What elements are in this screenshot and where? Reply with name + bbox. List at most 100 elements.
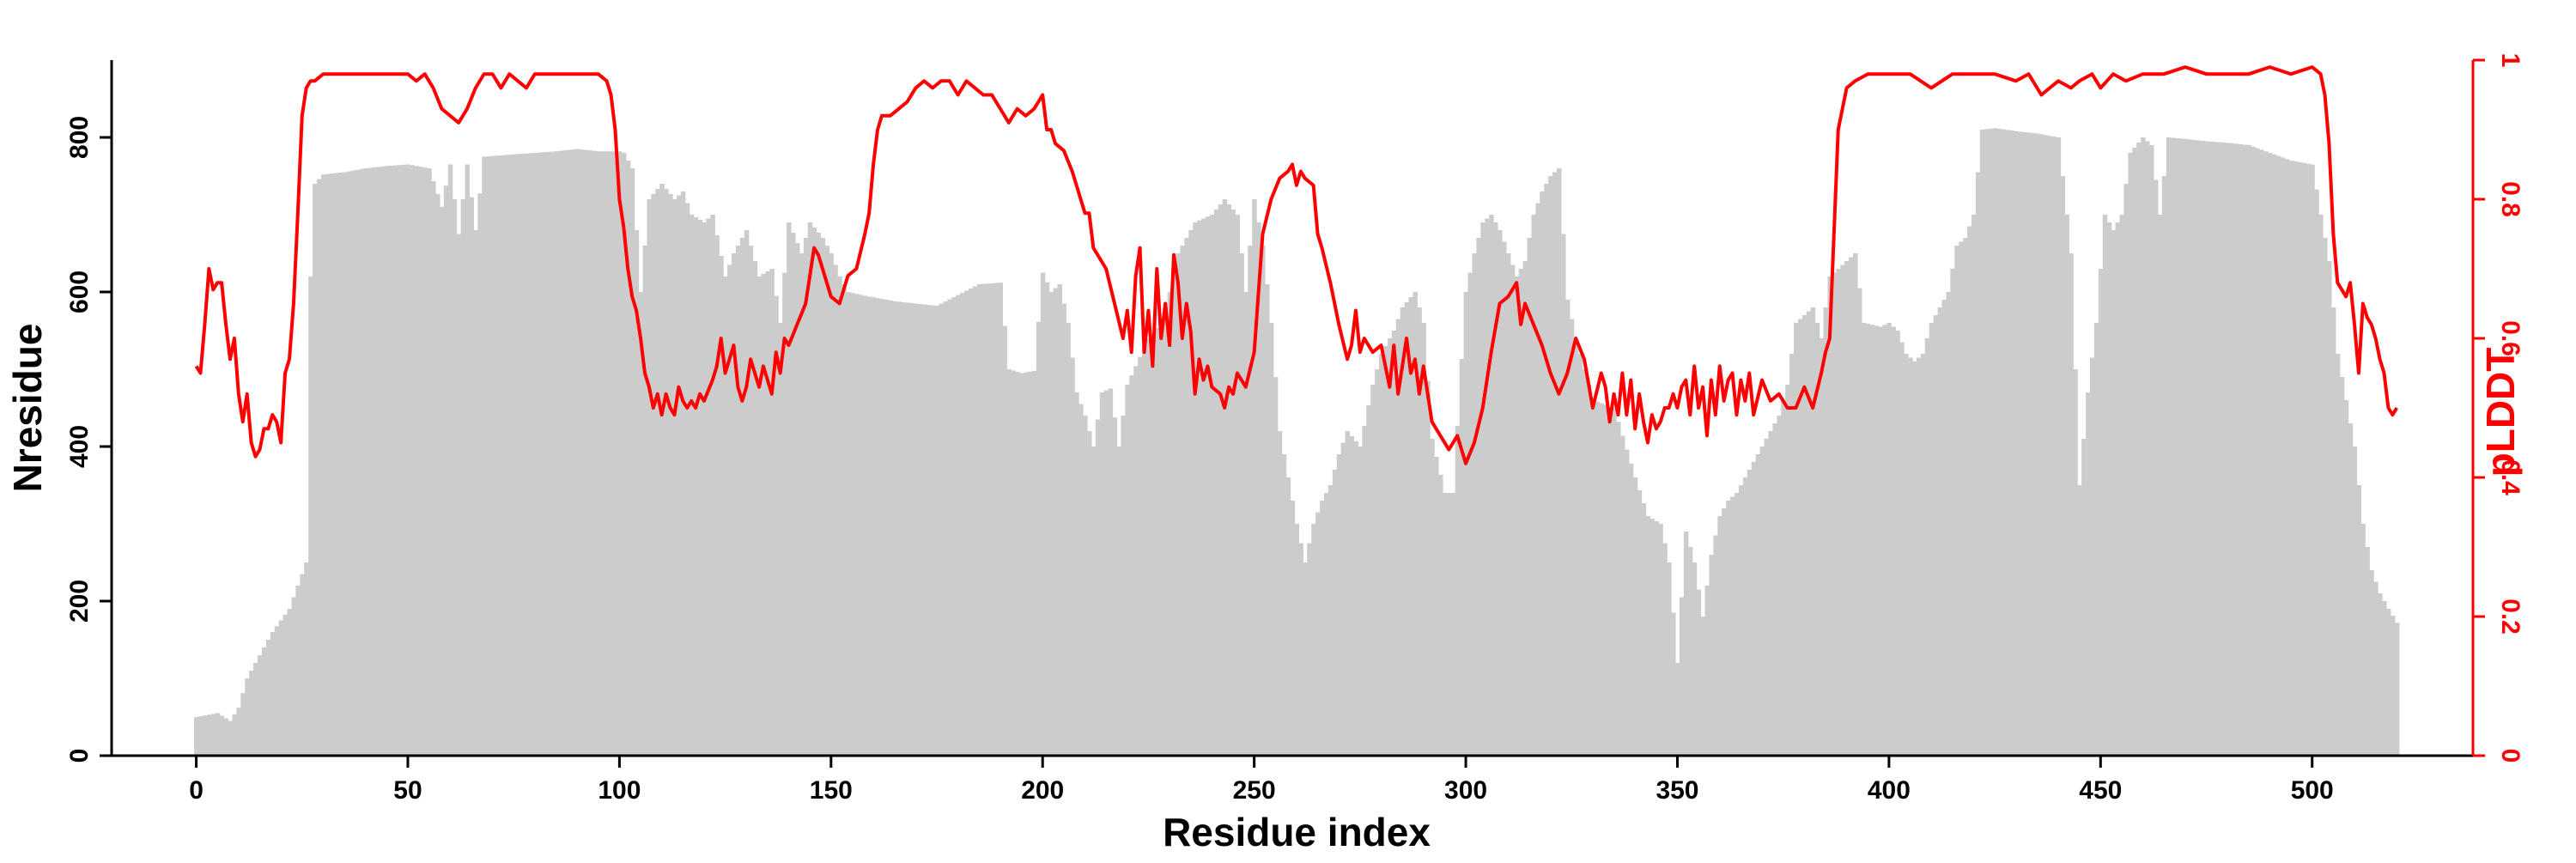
nresidue-bar <box>355 169 360 757</box>
nresidue-bar <box>2073 369 2078 756</box>
nresidue-bar <box>1489 215 1494 756</box>
nresidue-bar <box>714 235 720 756</box>
nresidue-bar <box>1755 454 1761 756</box>
x-tick-label: 350 <box>1656 776 1698 805</box>
nresidue-bar <box>253 663 258 756</box>
nresidue-bar <box>1138 356 1143 756</box>
nresidue-bar <box>1772 423 1777 756</box>
nresidue-bar <box>2271 154 2277 757</box>
nresidue-bar <box>1205 216 1211 756</box>
nresidue-bar <box>1450 493 1456 756</box>
nresidue-bar <box>1518 269 1524 756</box>
nresidue-bar <box>240 693 246 756</box>
nresidue-bar <box>1294 524 1299 756</box>
nresidue-bar <box>274 626 280 756</box>
nresidue-bar <box>1273 377 1279 756</box>
ticks-layer: 0 50 100 150 200 250 300 350 400 450 500 0 200 400 600… <box>65 53 2524 805</box>
nresidue-bar <box>304 562 309 756</box>
nresidue-bar <box>1658 524 1663 756</box>
y-right-axis-title: pLDDT <box>2478 348 2523 477</box>
nresidue-bar <box>1434 457 1439 756</box>
nresidue-bar <box>443 185 449 756</box>
nresidue-bar <box>2255 148 2260 757</box>
nresidue-bar <box>1735 493 1740 756</box>
nresidue-bar <box>638 292 644 756</box>
nresidue-bar <box>1171 272 1177 756</box>
nresidue-bar <box>803 238 809 756</box>
nresidue-bar <box>1446 493 1452 756</box>
nresidue-bar <box>1074 392 1079 756</box>
nresidue-bar <box>1709 555 1714 756</box>
nresidue-bar <box>732 253 737 756</box>
nresidue-bar <box>1493 222 1498 756</box>
nresidue-bar <box>469 197 474 756</box>
nresidue-bar <box>1819 338 1825 756</box>
nresidue-bar <box>447 164 453 756</box>
nresidue-bar <box>249 671 254 756</box>
nresidue-bar <box>2026 132 2032 757</box>
nresidue-bar <box>198 716 204 756</box>
y-left-tick-label: 0 <box>65 749 94 763</box>
nresidue-bar <box>495 155 500 757</box>
nresidue-bar <box>1379 354 1384 756</box>
nresidue-bar <box>2310 164 2315 756</box>
nresidue-bar <box>947 299 952 756</box>
nresidue-bar <box>210 714 216 756</box>
nresidue-bar <box>219 715 225 756</box>
y-left-tick-label: 400 <box>65 425 94 468</box>
nresidue-bar <box>2330 307 2336 756</box>
nresidue-bar <box>998 283 1004 756</box>
nresidue-bar <box>2056 137 2062 756</box>
nresidue-bar <box>1417 307 1422 756</box>
nresidue-bar <box>1764 439 1770 756</box>
nresidue-bar <box>2390 616 2396 756</box>
nresidue-bar <box>846 292 851 756</box>
nresidue-bar <box>1671 612 1676 756</box>
nresidue-bar <box>854 294 860 756</box>
axes-layer <box>110 60 2475 757</box>
nresidue-bar <box>1019 373 1024 756</box>
nresidue-bar <box>486 156 491 757</box>
nresidue-bar <box>829 253 834 756</box>
nresidue-bar <box>752 261 758 756</box>
nresidue-bar <box>1362 426 1367 756</box>
nresidue-bar <box>2251 146 2256 757</box>
nresidue-bar <box>1125 385 1130 756</box>
nresidue-bar <box>1307 543 1312 756</box>
y-left-tick-label: 800 <box>65 116 94 159</box>
nresidue-bar <box>473 230 478 756</box>
nresidue-bar <box>782 272 787 756</box>
nresidue-bar <box>1590 400 1595 756</box>
nresidue-bar <box>1569 319 1575 756</box>
nresidue-bar <box>1662 543 1668 756</box>
nresidue-bar <box>392 165 398 756</box>
nresidue-bar <box>1472 253 1477 756</box>
nresidue-bar <box>960 293 965 757</box>
nresidue-bar <box>317 179 322 757</box>
nresidue-bar <box>1679 597 1685 756</box>
nresidue-bar <box>774 295 779 756</box>
nresidue-bar <box>2081 439 2087 756</box>
nresidue-bar <box>342 172 348 756</box>
nresidue-bar <box>2174 137 2180 756</box>
nresidue-bar <box>1315 512 1321 756</box>
nresidue-bar <box>1349 436 1355 756</box>
nresidue-bar <box>1201 218 1206 756</box>
nresidue-bar <box>1332 470 1338 756</box>
nresidue-bar <box>1103 390 1109 756</box>
nresidue-bar <box>2093 323 2099 756</box>
y-right-tick-label: 0.8 <box>2496 181 2524 217</box>
nresidue-bar <box>1916 357 1922 756</box>
nresidue-bar <box>337 173 343 757</box>
nresidue-bar <box>1230 210 1236 756</box>
nresidue-bar <box>1336 454 1342 756</box>
nresidue-bar <box>2263 151 2269 756</box>
x-tick-label: 500 <box>2291 776 2334 805</box>
nresidue-bar <box>1874 325 1880 757</box>
nresidue-bar <box>507 155 513 756</box>
nresidue-bar <box>1218 204 1224 756</box>
nresidue-bar <box>439 207 445 756</box>
nresidue-bar <box>1048 292 1054 756</box>
nresidue-bar <box>1747 470 1753 756</box>
